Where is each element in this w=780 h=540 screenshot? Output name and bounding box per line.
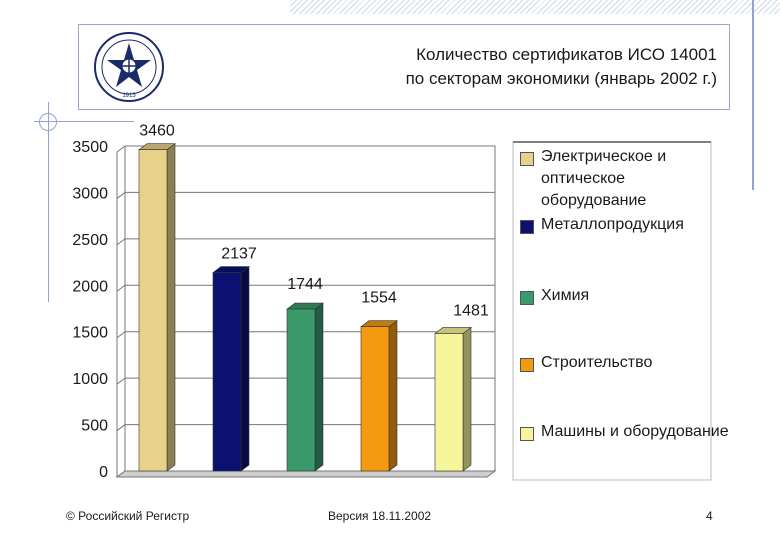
data-label: 1481 <box>453 302 489 319</box>
legend-label: Электрическое и оптическое оборудование <box>541 148 667 209</box>
legend-label: Химия <box>541 287 590 304</box>
legend-swatch <box>520 152 534 166</box>
y-tick-label: 500 <box>81 418 108 435</box>
footer-page-number: 4 <box>706 509 713 523</box>
y-tick-label: 0 <box>99 464 108 481</box>
decorative-vertical-line <box>48 102 49 302</box>
bar-side <box>166 143 176 472</box>
data-label: 3460 <box>139 123 175 140</box>
legend-swatch <box>520 220 534 234</box>
plot-floor <box>115 470 497 478</box>
bar-side <box>462 326 472 472</box>
gridline-depth <box>116 377 126 385</box>
gridline-depth <box>116 192 126 199</box>
y-tick-label: 2000 <box>72 278 108 295</box>
decorative-right-line <box>752 0 754 190</box>
bar <box>360 326 390 472</box>
gridline-depth <box>116 331 126 339</box>
footer-version: Версия 18.11.2002 <box>328 509 432 523</box>
y-tick-label: 2500 <box>72 232 108 249</box>
bar-side <box>314 302 324 472</box>
gridline-depth <box>116 424 126 431</box>
decorative-hatch <box>290 0 780 14</box>
bar <box>286 308 316 472</box>
y-tick-label: 1000 <box>72 371 108 388</box>
y-tick-label: 3000 <box>72 185 108 202</box>
footer-copyright: © Российский Регистр <box>66 509 190 523</box>
gridline-depth <box>116 145 126 153</box>
y-tick-label: 3500 <box>72 139 108 156</box>
bar <box>434 333 464 472</box>
legend-swatch <box>520 358 534 372</box>
legend-label: Строительство <box>541 354 653 371</box>
data-label: 1554 <box>361 290 397 307</box>
title-line-2: по секторам экономики (январь 2002 г.) <box>405 69 717 88</box>
gridline-depth <box>116 284 126 292</box>
title-line-1: Количество сертификатов ИСО 14001 <box>416 45 717 64</box>
title-box: 1913 Количество сертификатов ИСО 14001 п… <box>78 24 730 110</box>
bar <box>212 272 242 472</box>
logo-year: 1913 <box>122 93 136 99</box>
gridline-depth <box>116 238 126 246</box>
data-label: 1744 <box>287 276 323 293</box>
data-label: 2137 <box>221 246 257 263</box>
decorative-horizontal-line <box>34 121 134 122</box>
bar-side <box>388 320 398 472</box>
legend-label: Металлопродукция <box>541 216 684 233</box>
legend-swatch <box>520 291 534 305</box>
legend-label: Машины и оборудование <box>541 423 729 440</box>
y-tick-label: 1500 <box>72 325 108 342</box>
chart-title: Количество сертификатов ИСО 14001 по сек… <box>406 43 717 91</box>
bar-side <box>240 265 250 472</box>
decorative-circle <box>39 113 57 131</box>
legend-swatch <box>520 427 534 441</box>
russian-register-logo: 1913 <box>94 32 164 102</box>
bar <box>138 149 168 472</box>
